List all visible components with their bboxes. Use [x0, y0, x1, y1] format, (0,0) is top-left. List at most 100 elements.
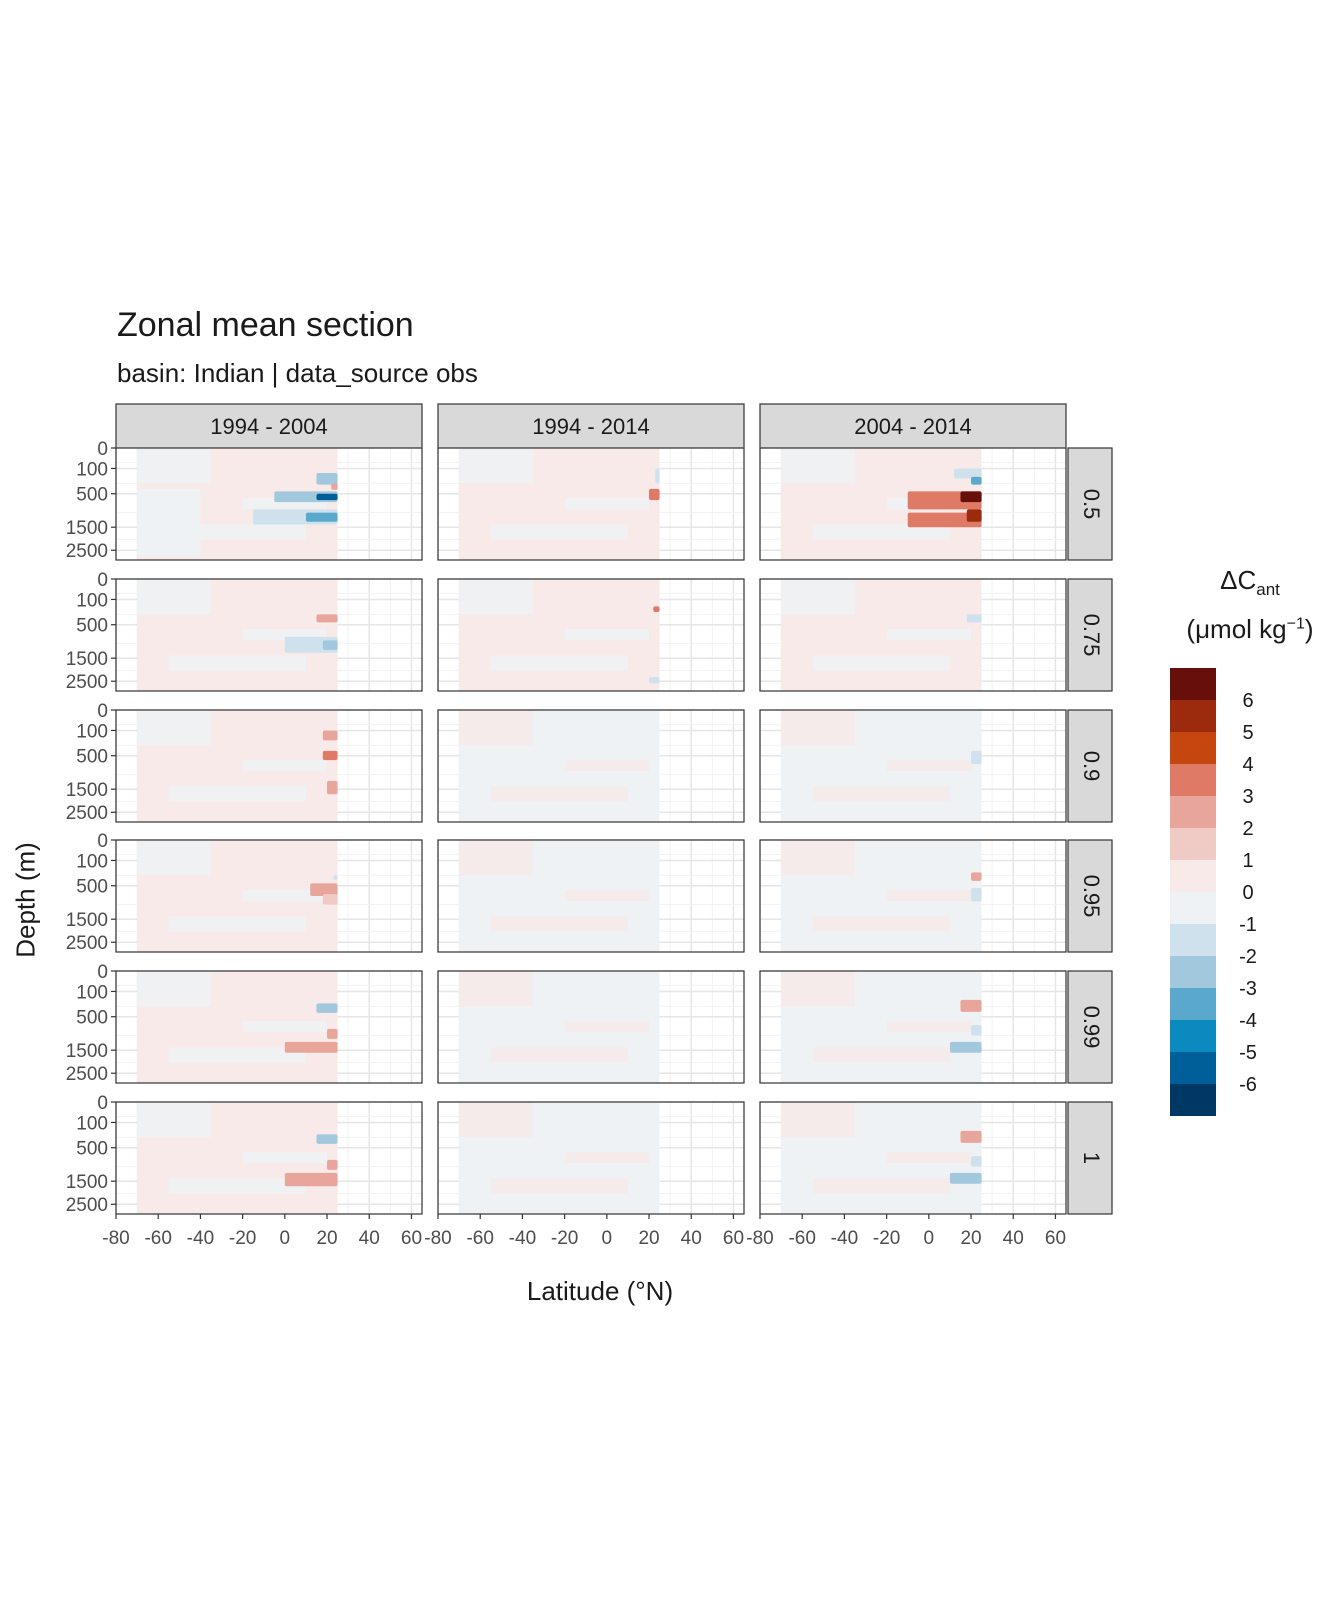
contour-patch	[966, 509, 982, 522]
contour-patch	[907, 512, 982, 528]
panel-0.99-0	[115, 970, 423, 1084]
contour-band	[242, 498, 328, 510]
legend-label: 1	[1242, 850, 1253, 872]
contour-patch	[316, 1134, 338, 1144]
legend-color-bin	[1170, 892, 1216, 924]
x-tick-label: -40	[187, 1228, 214, 1249]
contour-patch	[949, 1172, 982, 1184]
contour-band	[168, 786, 306, 802]
contour-band	[490, 1178, 628, 1194]
contour-patch	[322, 894, 338, 905]
contour-patch	[333, 875, 338, 880]
y-tick-label: 1500	[66, 649, 108, 670]
contour-patch	[971, 476, 982, 485]
x-tick-label: 0	[280, 1228, 291, 1249]
contour-band	[459, 840, 533, 876]
y-tick-label: 2500	[66, 1064, 108, 1085]
chart-subtitle: basin: Indian | data_source obs	[117, 358, 478, 388]
y-tick-label: 500	[76, 747, 108, 768]
legend-color-bin	[1170, 796, 1216, 828]
facet-strip-column-label: 2004 - 2014	[854, 414, 971, 439]
facet-strip-row	[1067, 970, 1113, 1084]
x-tick-label: 40	[681, 1228, 702, 1249]
contour-patch	[971, 1156, 982, 1167]
facet-strip-row-label: 1	[1079, 1152, 1104, 1164]
contour-patch	[316, 614, 338, 623]
y-tick-label: 0	[97, 439, 108, 460]
legend-color-bin	[1170, 956, 1216, 988]
contour-patch	[971, 1025, 982, 1036]
y-tick-label: 100	[76, 1113, 108, 1134]
contour-patch	[316, 1003, 338, 1013]
contour-band	[886, 890, 972, 902]
y-tick-label: 500	[76, 485, 108, 506]
contour-patch	[327, 780, 338, 795]
contour-patch	[649, 488, 660, 501]
panel-0.75-1	[437, 578, 745, 692]
facet-strip-row	[1067, 839, 1113, 953]
x-tick-label: 40	[1003, 1228, 1024, 1249]
legend-color-bin	[1170, 988, 1216, 1020]
y-tick-label: 500	[76, 877, 108, 898]
contour-patch	[960, 999, 982, 1012]
panel-border	[115, 1101, 423, 1215]
panel-border	[759, 970, 1067, 1084]
contour-band	[812, 1047, 950, 1063]
panel-1-0	[115, 1101, 423, 1215]
legend-color-bin	[1170, 668, 1216, 700]
contour-patch	[284, 1041, 338, 1053]
contour-band	[490, 1047, 628, 1063]
facet-strip-row-label: 0.99	[1079, 1006, 1104, 1049]
contour-band	[137, 448, 211, 484]
contour-band	[886, 1152, 972, 1164]
legend-color-bin	[1170, 924, 1216, 956]
y-tick-label: 100	[76, 982, 108, 1003]
contour-patch	[949, 1041, 982, 1053]
x-tick-label: -60	[788, 1228, 815, 1249]
contour-patch	[327, 1159, 338, 1170]
contour-band	[490, 655, 628, 671]
x-tick-label: -80	[102, 1228, 129, 1249]
contour-band	[564, 629, 650, 641]
y-tick-label: 100	[76, 851, 108, 872]
legend-label: -4	[1239, 1010, 1257, 1032]
legend-title: ΔCant (μmol kg−1)	[1186, 565, 1314, 645]
legend-label: -3	[1239, 978, 1257, 1000]
y-tick-label: 2500	[66, 933, 108, 954]
contour-band	[781, 840, 855, 876]
y-tick-label: 0	[97, 831, 108, 852]
contour-band	[781, 448, 855, 484]
legend-color-bin	[1170, 1052, 1216, 1084]
y-tick-label: 2500	[66, 541, 108, 562]
contour-band	[459, 710, 533, 746]
contour-patch	[655, 468, 660, 484]
legend-label: -6	[1239, 1074, 1257, 1096]
panel-border	[759, 709, 1067, 823]
contour-band	[490, 786, 628, 802]
facet-strip-row	[1067, 1101, 1113, 1215]
panel-border	[437, 839, 745, 953]
legend-label: 3	[1242, 786, 1253, 808]
x-tick-label: -40	[831, 1228, 858, 1249]
contour-patch	[653, 606, 660, 612]
x-tick-label: 20	[638, 1228, 659, 1249]
contour-band	[564, 498, 650, 510]
contour-band	[781, 710, 855, 746]
legend-label: -2	[1239, 946, 1257, 968]
contour-band	[137, 1102, 211, 1138]
x-tick-label: -20	[229, 1228, 256, 1249]
contour-patch	[954, 468, 982, 479]
contour-band	[242, 1152, 328, 1164]
contour-band	[812, 1178, 950, 1194]
contour-patch	[137, 488, 201, 557]
facet-strip-row	[1067, 709, 1113, 823]
panel-0.5-0	[115, 447, 423, 561]
panel-0.95-1	[437, 839, 745, 953]
panel-border	[115, 839, 423, 953]
contour-band	[564, 1021, 650, 1033]
x-tick-label: -20	[873, 1228, 900, 1249]
legend-color-bin	[1170, 860, 1216, 892]
contour-patch	[649, 677, 660, 684]
legend-color-bin	[1170, 764, 1216, 796]
panel-border	[437, 1101, 745, 1215]
